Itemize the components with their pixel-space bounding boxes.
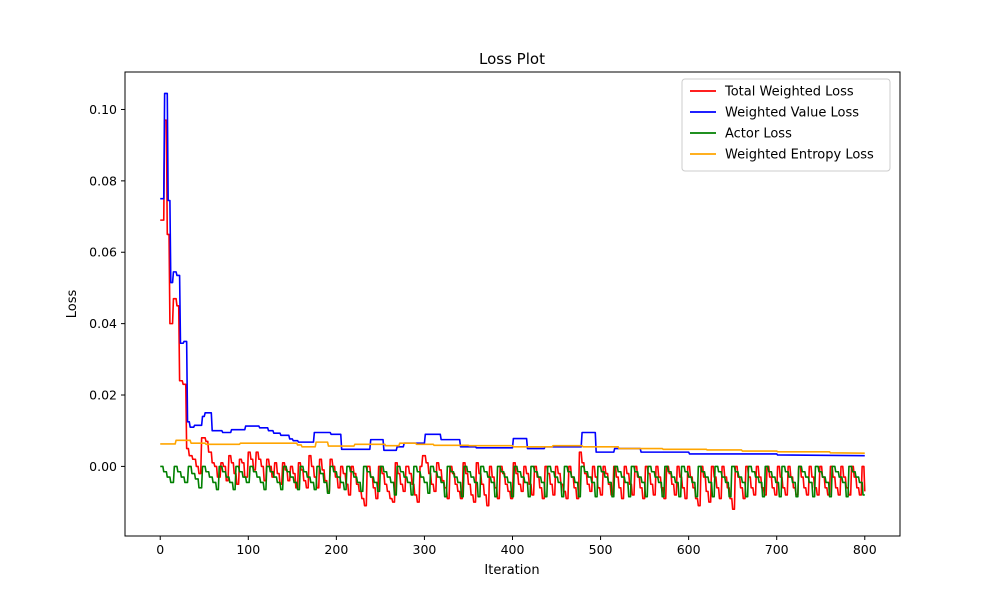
series-line-weighted-value-loss [160,92,865,457]
series-lines [160,92,866,511]
x-tick-label: 0 [156,542,164,557]
legend-label: Actor Loss [725,127,792,142]
legend-label: Total Weighted Loss [724,85,854,100]
x-axis-ticks: 0 100 200 300 400 500 600 700 800 [156,536,877,557]
y-tick-label: 0.00 [89,459,117,474]
x-tick-label: 100 [236,542,260,557]
x-tick-label: 200 [324,542,348,557]
legend-box [681,78,891,172]
x-tick-label: 300 [413,542,437,557]
x-tick-label: 600 [677,542,701,557]
y-tick-label: 0.08 [89,173,117,188]
y-tick-label: 0.06 [89,245,117,260]
legend-label: Weighted Entropy Loss [725,148,874,163]
series-line-weighted-entropy-loss [160,439,865,454]
y-tick-label: 0.10 [89,102,117,117]
y-tick-label: 0.04 [89,316,117,331]
x-tick-label: 700 [765,542,789,557]
legend-label: Weighted Value Loss [725,106,859,121]
chart-title: Loss Plot [479,50,545,68]
x-axis-label: Iteration [484,563,539,578]
y-axis-label: Loss [65,290,80,319]
y-tick-label: 0.02 [89,388,117,403]
series-line-actor-loss [160,465,865,498]
x-tick-label: 500 [589,542,613,557]
x-tick-label: 800 [853,542,877,557]
y-axis-ticks: 0.00 0.02 0.04 0.06 0.08 0.10 [89,102,125,474]
x-tick-label: 400 [501,542,525,557]
series-line-total-weighted-loss [160,119,866,511]
chart-legend: Total Weighted Loss Weighted Value Loss Ac… [681,78,891,172]
